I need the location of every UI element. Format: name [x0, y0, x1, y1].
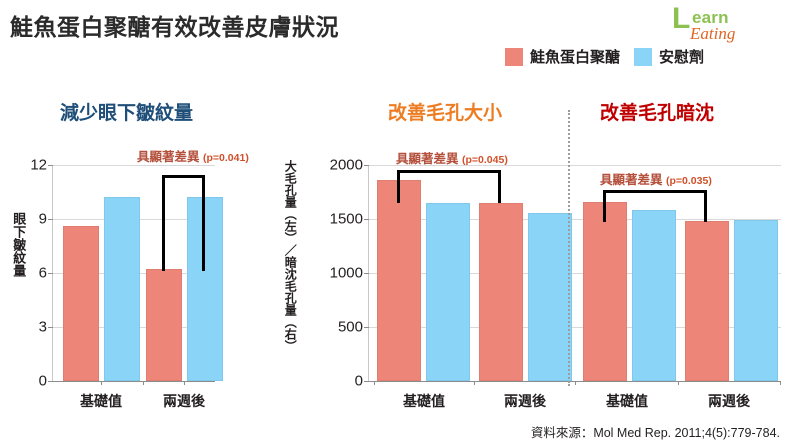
significance-text: 具顯著差異	[396, 152, 459, 166]
y-tickmark	[364, 273, 369, 274]
y-tick-label: 9	[38, 210, 47, 228]
y-tick-label: 500	[337, 318, 363, 336]
bar-poresize-week2-treatment[interactable]	[479, 202, 523, 381]
page-title: 鮭魚蛋白聚醣有效改善皮膚狀況	[10, 14, 339, 40]
significance-pvalue: (p=0.041)	[203, 152, 249, 164]
y-tick-label: 0	[354, 372, 363, 390]
x-tick-label-poredark-week2: 兩週後	[708, 393, 750, 409]
legend-label-placebo: 安慰劑	[659, 49, 705, 66]
y-tick-label: 6	[38, 264, 47, 282]
x-tick-label-poresize-week2: 兩週後	[504, 393, 546, 409]
significance-bracket-poredark	[603, 190, 707, 222]
legend-swatch-blue-icon	[634, 47, 653, 66]
panel-title-wrinkle: 減少眼下皺紋量	[60, 103, 194, 124]
logo-word-eating: Eating	[690, 24, 736, 43]
x-tick-label-baseline: 基礎值	[80, 393, 122, 409]
y-tick-label: 2000	[329, 156, 363, 174]
bar-wrinkle-week2-treatment[interactable]	[146, 269, 182, 381]
bar-poresize-baseline-treatment[interactable]	[377, 180, 421, 381]
y-axis-title-wrinkle: 眼下皺紋量	[11, 212, 27, 277]
x-tick-label-week2: 兩週後	[163, 393, 205, 409]
y-tick-label: 12	[30, 156, 47, 174]
x-tickmark	[143, 381, 144, 385]
x-tickmark	[780, 381, 781, 385]
significance-text: 具顯著差異	[137, 150, 200, 164]
source-citation: 資料來源：Mol Med Rep. 2011;4(5):779-784.	[530, 426, 780, 440]
chart-wrinkle: 12 9 6 3 0 基礎值 兩週後	[30, 157, 223, 409]
significance-text: 具顯著差異	[600, 173, 663, 187]
x-tickmark	[374, 381, 375, 385]
x-tickmark	[474, 381, 475, 385]
y-tickmark	[364, 165, 369, 166]
y-tickmark	[364, 381, 369, 382]
significance-label-wrinkle: 具顯著差異 (p=0.041)	[137, 146, 249, 165]
y-tickmark	[364, 327, 369, 328]
gridline-top	[53, 165, 215, 166]
y-tickmark	[48, 273, 53, 274]
legend-label-treatment: 鮭魚蛋白聚醣	[530, 49, 621, 66]
bar-wrinkle-baseline-treatment[interactable]	[63, 226, 99, 381]
logo-word-learn: earn	[692, 8, 729, 27]
significance-label-poredark: 具顯著差異 (p=0.035)	[600, 169, 712, 188]
chart-legend: 鮭魚蛋白聚醣 安慰劑	[505, 46, 704, 67]
y-axis-title-pore: 大毛孔量（左）／暗沈毛孔量（右）	[283, 160, 298, 352]
x-tickmark	[575, 381, 576, 385]
y-tick-label: 0	[38, 372, 47, 390]
panel-title-pore-darkness: 改善毛孔暗沈	[600, 103, 715, 124]
gridline	[369, 273, 781, 274]
y-tickmark	[48, 327, 53, 328]
legend-item-treatment: 鮭魚蛋白聚醣	[505, 46, 620, 67]
bar-poredark-baseline-treatment[interactable]	[583, 202, 627, 381]
gridline-top	[369, 165, 781, 166]
x-tick-label-poredark-baseline: 基礎值	[606, 393, 648, 409]
bar-wrinkle-week2-placebo[interactable]	[187, 197, 223, 381]
bar-poredark-week2-treatment[interactable]	[685, 221, 729, 381]
brand-logo: L earn Eating	[664, 2, 784, 46]
y-tickmark	[48, 165, 53, 166]
bar-poresize-week2-placebo[interactable]	[528, 213, 572, 381]
x-tickmark	[678, 381, 679, 385]
x-tickmark	[184, 381, 185, 385]
chart-pore: 2000 1500 1000 500 0 基礎值 兩週後 基礎值 兩週後	[330, 157, 781, 409]
y-tick-label: 3	[38, 318, 47, 336]
logo-letter-l: L	[672, 2, 691, 35]
bar-wrinkle-baseline-placebo[interactable]	[104, 197, 140, 381]
significance-bracket-poresize	[397, 170, 501, 203]
gridline	[369, 219, 781, 220]
bar-poredark-baseline-placebo[interactable]	[632, 210, 676, 381]
significance-label-poresize: 具顯著差異 (p=0.045)	[396, 148, 508, 167]
panel-divider	[568, 110, 570, 386]
significance-pvalue: (p=0.035)	[666, 175, 712, 187]
significance-bracket-wrinkle	[162, 175, 205, 271]
y-tickmark	[48, 219, 53, 220]
y-tickmark	[364, 219, 369, 220]
y-tick-label: 1000	[329, 264, 363, 282]
x-tickmark	[101, 381, 102, 385]
y-tick-label: 1500	[329, 210, 363, 228]
legend-swatch-salmon-icon	[505, 47, 523, 66]
bar-poredark-week2-placebo[interactable]	[734, 220, 778, 381]
x-tick-label-poresize-baseline: 基礎值	[403, 393, 445, 409]
gridline	[369, 327, 781, 328]
panel-title-pore-size: 改善毛孔大小	[388, 103, 503, 124]
bar-poresize-baseline-placebo[interactable]	[426, 202, 470, 381]
significance-pvalue: (p=0.045)	[462, 154, 508, 166]
y-tickmark	[48, 381, 53, 382]
legend-item-placebo: 安慰劑	[634, 46, 704, 67]
